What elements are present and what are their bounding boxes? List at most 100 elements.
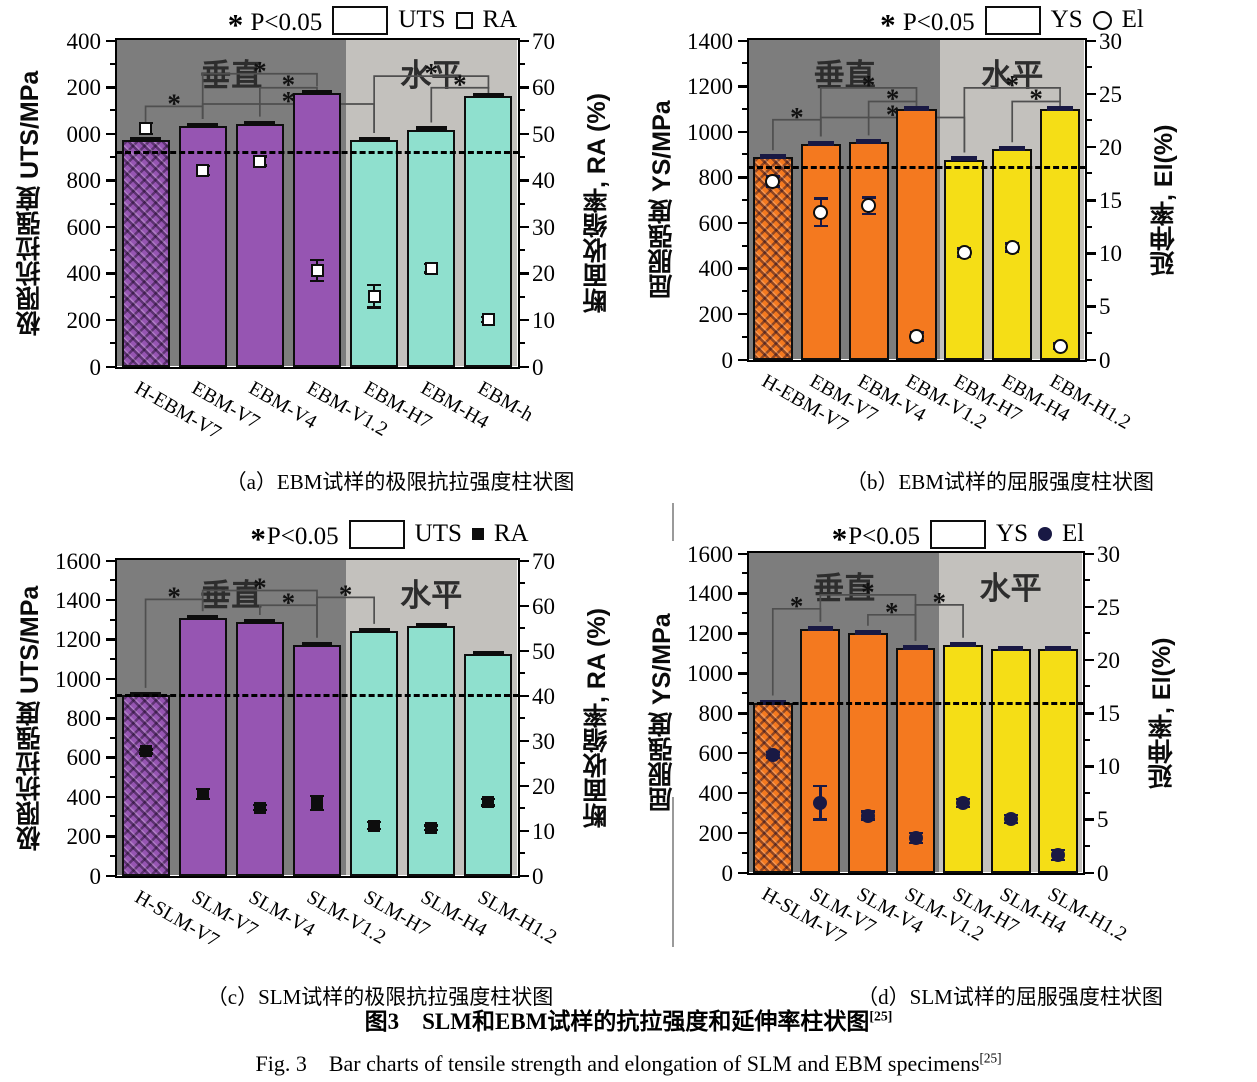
- bar-SLM-V4: [847, 632, 888, 873]
- bar-EBM-H1.2: [1039, 109, 1081, 360]
- right-axis-title: 断面收缩率, RA (%): [583, 93, 611, 314]
- marker-error-cap: [813, 818, 828, 821]
- left-axis-minor-tick: [110, 657, 115, 660]
- left-axis-minor-tick: [110, 62, 115, 65]
- marker-error-cap: [813, 784, 828, 788]
- legend-marker-glyph: [455, 11, 473, 29]
- left-tick-label: 0: [721, 860, 734, 886]
- right-axis-tick: [1085, 658, 1094, 662]
- marker-SLM-V7: [813, 795, 828, 810]
- left-axis-tick: [738, 85, 747, 88]
- plot-area-c: 垂直 水平 * * * *: [115, 558, 520, 878]
- legend-significance: * P<0.05: [228, 2, 323, 42]
- right-tick-label: 15: [1097, 701, 1120, 726]
- left-axis-tick: [106, 318, 115, 322]
- marker-error-cap: [367, 283, 382, 286]
- svg-text:*: *: [885, 597, 899, 627]
- marker-EBM-V7: [813, 204, 829, 220]
- left-tick-label: 200: [66, 307, 102, 333]
- right-axis-minor-tick: [1087, 66, 1092, 69]
- bar-SLM-V1.2: [895, 647, 936, 873]
- right-axis-minor-tick: [1087, 119, 1092, 122]
- left-axis-tick: [738, 791, 747, 795]
- legend-significance: * P<0.05: [880, 2, 975, 42]
- left-tick-label: 1000: [55, 666, 101, 692]
- right-axis-tick: [520, 318, 529, 322]
- marker-SLM-H4: [1003, 811, 1018, 826]
- legend-bar-label: YS: [1050, 6, 1083, 33]
- left-tick-label: 800: [698, 701, 734, 726]
- right-tick-label: 40: [532, 168, 555, 194]
- region-label-vertical: 垂直: [200, 578, 263, 613]
- right-axis-tick: [1087, 358, 1096, 361]
- x-tick-label: SLM-H1.2: [473, 886, 561, 949]
- right-axis-minor-tick: [520, 672, 525, 674]
- right-axis-minor-tick: [1085, 685, 1090, 688]
- left-axis-tick: [738, 176, 747, 179]
- legend-bar-swatch: [930, 519, 987, 549]
- right-axis-minor-tick: [520, 249, 525, 252]
- right-axis-title: 延伸率, El(%): [1150, 124, 1178, 276]
- left-axis-minor-tick: [110, 776, 115, 779]
- bar-EBM-V4: [848, 142, 889, 360]
- left-axis-minor-tick: [110, 155, 115, 158]
- figure-caption-en-text: Fig. 3 Bar charts of tensile strength an…: [255, 1051, 980, 1076]
- significance-text: P<0.05: [848, 523, 921, 550]
- marker-error-cap: [813, 197, 828, 200]
- svg-text:*: *: [861, 577, 875, 607]
- right-tick-label: 70: [532, 548, 555, 574]
- marker-EBM-h: [481, 312, 495, 326]
- right-axis-tick: [520, 694, 529, 697]
- right-tick-label: 10: [532, 307, 555, 333]
- left-tick-label: 1200: [687, 621, 733, 647]
- svg-text:*: *: [167, 581, 181, 611]
- left-axis-minor-tick: [110, 249, 115, 252]
- reference-dashed-line: [748, 701, 1084, 705]
- significance-brackets: ** *** *: [144, 56, 490, 133]
- left-tick-label: 600: [66, 214, 102, 240]
- significance-star: *: [250, 521, 266, 556]
- bar-error-cap: [903, 106, 930, 112]
- left-tick-label: 400: [66, 28, 102, 54]
- right-axis-minor-tick: [1087, 225, 1092, 228]
- right-axis-minor-tick: [520, 155, 525, 158]
- marker-error-cap: [861, 196, 876, 199]
- right-tick-label: 30: [1099, 28, 1122, 54]
- right-tick-label: 20: [1099, 134, 1122, 160]
- left-tick-label: 600: [698, 740, 734, 766]
- left-axis-minor-tick: [110, 342, 115, 345]
- left-axis-tick: [106, 365, 115, 368]
- left-axis-title: 屈服强度 YS/MPa: [648, 613, 676, 813]
- marker-error-cap: [310, 279, 324, 283]
- chart-panel-d: *P<0.05 YS El 垂直 水平 * * * * 1600 1400 1200 1000 800 60…: [630, 510, 1257, 982]
- left-tick-label: 1400: [687, 28, 733, 54]
- bar-error-cap: [855, 629, 881, 635]
- reference-dashed-line: [748, 166, 1086, 170]
- bar-EBM-h: [464, 95, 513, 367]
- marker-error-cap: [813, 224, 828, 228]
- bar-EBM-V1.2: [896, 109, 937, 360]
- marker-EBM-H7: [956, 245, 972, 261]
- caption-a: （a）EBM试样的极限抗拉强度柱状图: [225, 470, 575, 494]
- bar-H-EBM-V7: [121, 139, 170, 367]
- right-axis-minor-tick: [1087, 172, 1092, 175]
- legend-marker-glyph: [1038, 527, 1052, 541]
- left-axis-tick: [738, 871, 747, 874]
- legend-d: *P<0.05 YS El: [789, 516, 1127, 556]
- left-axis-title: 极限抗拉强度 UTS/MPa: [16, 70, 44, 337]
- svg-text:*: *: [167, 88, 181, 118]
- right-tick-label: 20: [1097, 647, 1120, 673]
- marker-EBM-V1.2: [909, 329, 924, 345]
- bar-SLM-H4: [407, 625, 456, 876]
- region-label-horizontal: 水平: [979, 571, 1042, 606]
- left-tick-label: 800: [66, 706, 102, 731]
- left-tick-label: 0: [721, 347, 734, 373]
- bar-error-cap: [997, 645, 1024, 651]
- right-axis-minor-tick: [520, 202, 525, 205]
- right-tick-label: 15: [1099, 188, 1122, 213]
- right-tick-label: 5: [1099, 294, 1111, 320]
- right-axis-tick: [1085, 871, 1094, 874]
- left-axis-tick: [106, 132, 115, 136]
- right-tick-label: 5: [1097, 807, 1109, 833]
- legend-marker-glyph: [471, 528, 484, 540]
